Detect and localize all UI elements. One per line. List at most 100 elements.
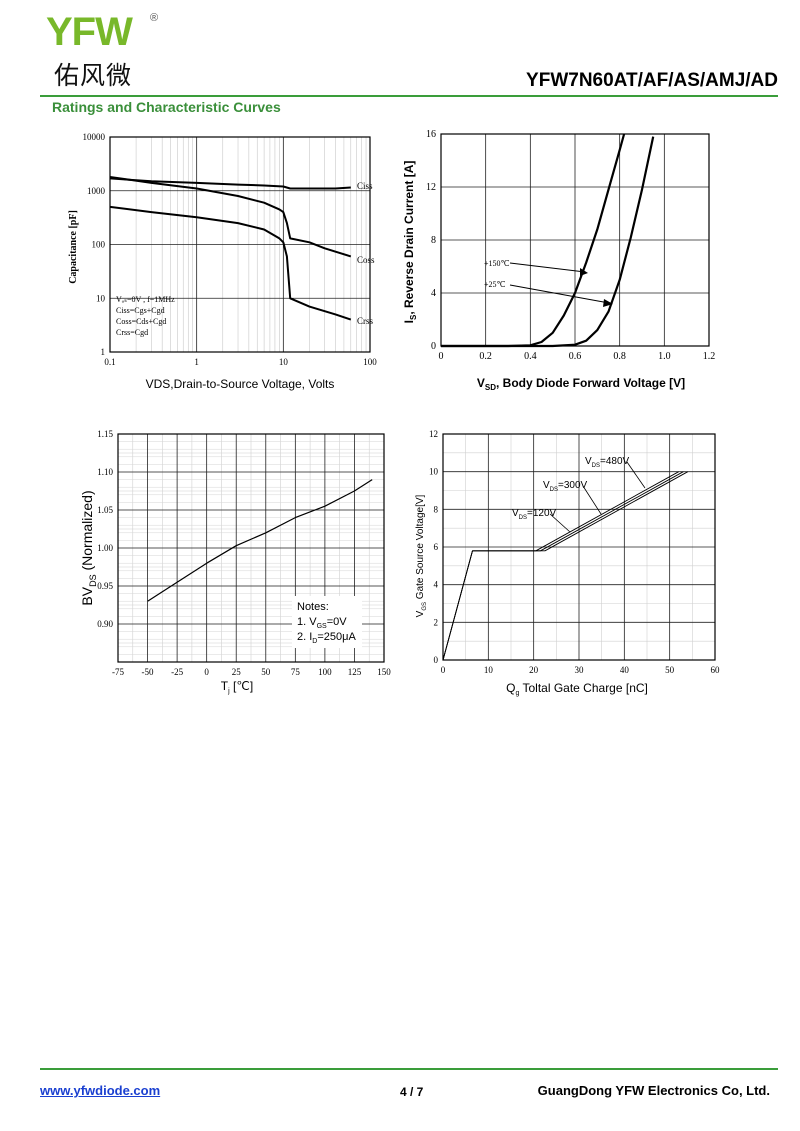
gate-charge-label-300: VDS=300V — [543, 480, 588, 493]
x-tick-label: 0 — [441, 665, 446, 675]
x-tick-label: 1.0 — [658, 351, 671, 362]
y-tick-label: 1.05 — [97, 505, 113, 515]
capacitance-note-4: Crss=Cgd — [116, 328, 148, 337]
website-link[interactable]: www.yfwdiode.com — [40, 1083, 161, 1098]
logo-letters: YFW — [46, 10, 133, 54]
body-diode-xlabel-v: V — [477, 376, 485, 390]
x-tick-label: 0 — [439, 351, 444, 362]
y-tick-label: 4 — [431, 288, 436, 299]
body-diode-ylabel-i: I — [402, 320, 416, 323]
y-tick-label: 2 — [434, 617, 439, 627]
body-diode-series — [441, 133, 655, 348]
plot-frame — [440, 133, 710, 347]
part-number-title: YFW7N60AT/AF/AS/AMJ/AD — [526, 70, 778, 91]
gate-charge-ylabel: VGS Gate Source Voltage[V] — [415, 494, 428, 617]
page-number: 4 / 7 — [400, 1085, 424, 1099]
body-diode-arrow-25 — [509, 284, 610, 304]
y-tick-label: 16 — [426, 129, 436, 140]
capacitance-series-label-crss: Crss — [357, 316, 374, 326]
series-line-1 — [109, 176, 352, 258]
registered-mark: ® — [150, 12, 159, 24]
gate-charge-leader-300 — [582, 485, 602, 515]
body-diode-xlabel-sub: SD — [485, 383, 496, 392]
gate-charge-grid — [442, 433, 716, 661]
capacitance-note-1: Vₐₛ=0V , f=1MHz — [116, 295, 175, 304]
gate-charge-labels: VDS=480V VDS=300V VDS=120V Qg Toltal Gat… — [415, 456, 648, 697]
x-tick-label: 100 — [363, 357, 377, 367]
series-line-1 — [441, 136, 655, 348]
series-line-0 — [109, 177, 351, 190]
gate-charge-leader-480 — [626, 461, 646, 489]
y-tick-label: 0 — [431, 341, 436, 352]
capacitance-series-label-coss: Coss — [357, 255, 375, 265]
gate-charge-xlabel: Qg Toltal Gate Charge [nC] — [506, 681, 648, 697]
body-diode-arrowhead-25 — [603, 299, 613, 307]
plot-frame — [109, 136, 371, 353]
capacitance-labels: Ciss Coss Crss Vₐₛ=0V , f=1MHz Ciss=Cgs+… — [68, 181, 375, 391]
y-tick-label: 1000 — [87, 186, 106, 196]
x-tick-label: 1.2 — [703, 351, 716, 362]
body-diode-ylabel: IS, Reverse Drain Current [A] — [402, 161, 418, 324]
y-tick-label: 12 — [426, 182, 436, 193]
plot-frame — [442, 433, 716, 661]
body-diode-axes: 0 0.2 0.4 0.6 0.8 1.0 1.2 0 4 8 12 16 — [426, 129, 715, 362]
x-tick-label: 125 — [348, 667, 362, 677]
x-tick-label: 0 — [204, 667, 209, 677]
x-tick-label: 75 — [291, 667, 301, 677]
x-tick-label: 150 — [377, 667, 391, 677]
body-diode-xlabel: VSD, Body Diode Forward Voltage [V] — [477, 376, 685, 392]
capacitance-note-3: Coss=Cds+Cgd — [116, 317, 166, 326]
x-tick-label: 50 — [665, 665, 675, 675]
footer-divider — [40, 1068, 778, 1070]
body-diode-arrowhead-150 — [580, 268, 588, 276]
y-tick-label: 1.10 — [97, 467, 113, 477]
x-tick-label: -25 — [171, 667, 183, 677]
series-line-2 — [442, 471, 689, 661]
y-tick-label: 0.90 — [97, 619, 113, 629]
x-tick-label: -75 — [112, 667, 124, 677]
gate-charge-label-120: VDS=120V — [512, 508, 557, 521]
bvdss-note-1: Notes: — [297, 601, 329, 613]
y-tick-label: 0 — [434, 655, 439, 665]
x-tick-label: 50 — [261, 667, 271, 677]
plot-frame — [117, 433, 385, 663]
bvdss-note-3: 2. ID=250μA — [297, 631, 356, 645]
series-line-0 — [147, 479, 373, 602]
body-diode-ylabel-sub: S — [409, 314, 418, 320]
y-tick-label: 10 — [429, 467, 439, 477]
x-tick-label: 20 — [529, 665, 539, 675]
body-diode-ylabel-rest: , Reverse Drain Current [A] — [402, 161, 416, 315]
body-diode-xlabel-rest: , Body Diode Forward Voltage [V] — [496, 376, 685, 390]
y-tick-label: 8 — [431, 235, 436, 246]
gate-charge-chart: 0 10 20 30 40 50 60 0 2 4 6 8 10 12 VDS=480V VDS=300V… — [415, 429, 720, 697]
x-tick-label: 60 — [711, 665, 721, 675]
capacitance-series — [109, 176, 352, 321]
gate-charge-leader-120 — [549, 513, 571, 533]
gate-charge-series — [442, 471, 689, 661]
bvdss-ylabel: BVDS (Normalized) — [79, 490, 98, 605]
section-title: Ratings and Characteristic Curves — [52, 99, 281, 115]
x-tick-label: 30 — [575, 665, 585, 675]
x-tick-label: 100 — [318, 667, 332, 677]
bvdss-notes-box — [292, 596, 362, 648]
bvdss-axes: -75 -50 -25 0 25 50 75 100 125 150 0.90 0.95 1.00 1.0… — [97, 429, 391, 677]
bvdss-series — [147, 479, 373, 602]
capacitance-note-2: Ciss=Cgs+Cgd — [116, 306, 165, 315]
gate-charge-label-480: VDS=480V — [585, 456, 630, 469]
y-tick-label: 4 — [434, 580, 439, 590]
capacitance-series-label-ciss: Ciss — [357, 181, 373, 191]
x-tick-label: 40 — [620, 665, 630, 675]
y-tick-label: 8 — [434, 504, 439, 514]
x-tick-label: -50 — [142, 667, 154, 677]
y-tick-label: 6 — [434, 542, 439, 552]
x-tick-label: 10 — [279, 357, 289, 367]
body-diode-labels: +150℃ +25℃ VSD, Body Diode Forward Volta… — [402, 161, 685, 392]
gate-charge-axes: 0 10 20 30 40 50 60 0 2 4 6 8 10 12 — [429, 429, 720, 675]
body-diode-grid — [440, 133, 710, 347]
company-name: GuangDong YFW Electronics Co, Ltd. — [537, 1083, 770, 1098]
y-tick-label: 1.00 — [97, 543, 113, 553]
header-divider — [40, 95, 778, 97]
x-tick-label: 25 — [232, 667, 242, 677]
